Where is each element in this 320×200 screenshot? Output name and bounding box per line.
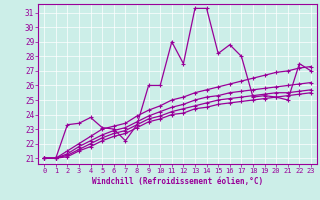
X-axis label: Windchill (Refroidissement éolien,°C): Windchill (Refroidissement éolien,°C) <box>92 177 263 186</box>
